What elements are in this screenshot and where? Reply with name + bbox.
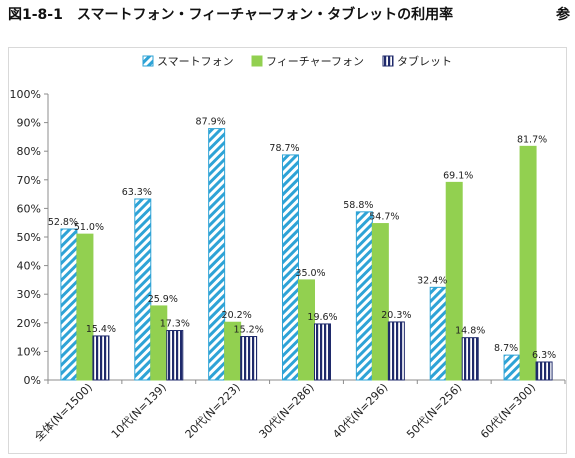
data-label: 20.2% xyxy=(222,310,252,321)
y-tick-label: 90% xyxy=(17,117,41,130)
data-label: 78.7% xyxy=(269,143,299,154)
data-label: 19.6% xyxy=(307,312,337,323)
bar xyxy=(371,223,389,381)
legend-swatch xyxy=(382,55,394,67)
bar xyxy=(60,228,78,381)
x-tick-label: 10代(N=139) xyxy=(109,381,169,441)
bar xyxy=(387,321,405,381)
bars xyxy=(60,128,553,381)
data-label: 81.7% xyxy=(517,134,547,145)
figure-number: 図1-8-1 xyxy=(8,7,63,23)
x-tick-label: 60代(N=300) xyxy=(478,381,538,441)
bar xyxy=(166,330,184,381)
data-label: 35.0% xyxy=(295,268,325,279)
legend-label: フィーチャーフォン xyxy=(266,55,364,68)
bar xyxy=(282,154,299,381)
x-tick-label: 全体(N=1500) xyxy=(31,380,95,444)
y-tick-label: 70% xyxy=(17,174,41,187)
bar xyxy=(150,305,168,381)
legend-label: タブレット xyxy=(397,54,452,68)
bar xyxy=(76,233,94,381)
x-tick-label: 40代(N=296) xyxy=(330,381,390,441)
chart-frame xyxy=(8,47,567,454)
data-label: 14.8% xyxy=(455,326,485,337)
bar xyxy=(535,361,553,381)
data-label: 20.3% xyxy=(381,310,411,321)
legend-swatch xyxy=(251,55,263,67)
y-tick-label: 0% xyxy=(24,374,41,387)
data-label: 8.7% xyxy=(494,343,518,354)
bar xyxy=(92,335,110,381)
bar xyxy=(461,337,479,381)
bar xyxy=(503,354,521,381)
bar xyxy=(355,211,373,381)
data-label: 69.1% xyxy=(443,170,473,181)
data-label: 15.4% xyxy=(86,324,116,335)
data-labels: 52.8%51.0% 15.4% 63.3% 25.9% 17.3% 87.9% 20.2%… xyxy=(48,117,556,361)
bar xyxy=(208,128,226,381)
y-tick-label: 40% xyxy=(17,260,41,273)
x-tick-label: 50代(N=256) xyxy=(404,381,464,441)
data-label: 87.9% xyxy=(196,117,226,128)
corner-text: 参 xyxy=(556,7,570,23)
figure-title-text: スマートフォン・フィーチャーフォン・タブレットの利用率 xyxy=(76,7,454,23)
data-label: 51.0% xyxy=(74,222,104,233)
data-label: 25.9% xyxy=(148,294,178,305)
legend: スマートフォン フィーチャーフォン タブレット xyxy=(142,54,452,68)
data-label: 17.3% xyxy=(160,319,190,330)
bar xyxy=(445,181,463,381)
legend-label: スマートフォン xyxy=(157,55,234,68)
y-tick-label: 30% xyxy=(17,288,41,301)
data-label: 32.4% xyxy=(417,275,447,286)
bar xyxy=(240,336,258,381)
data-label: 52.8% xyxy=(48,217,78,228)
bar xyxy=(519,145,537,381)
legend-swatch xyxy=(142,55,154,67)
y-tick-label: 10% xyxy=(17,345,41,358)
data-label: 58.8% xyxy=(343,200,373,211)
data-label: 15.2% xyxy=(234,325,264,336)
data-label: 6.3% xyxy=(532,350,556,361)
y-tick-label: 50% xyxy=(17,231,41,244)
bar xyxy=(134,198,152,381)
y-tick-label: 80% xyxy=(17,145,41,158)
x-tick-label: 30代(N=286) xyxy=(256,381,316,441)
y-tick-label: 20% xyxy=(17,317,41,330)
x-tick-label: 20代(N=223) xyxy=(183,381,243,441)
bar xyxy=(429,286,447,381)
bar xyxy=(298,279,315,381)
y-tick-label: 100% xyxy=(10,88,41,101)
y-tick-label: 60% xyxy=(17,202,41,215)
bar xyxy=(314,323,331,381)
data-label: 54.7% xyxy=(369,212,399,223)
data-label: 63.3% xyxy=(122,187,152,198)
figure-title: 図1-8-1 スマートフォン・フィーチャーフォン・タブレットの利用率 xyxy=(8,4,453,24)
